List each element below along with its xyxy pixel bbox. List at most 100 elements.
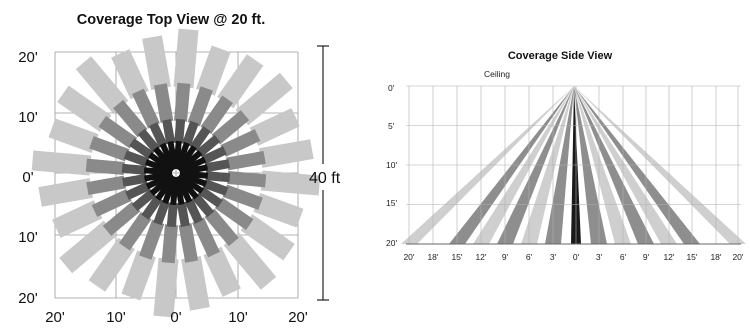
- side-x-label: 9': [502, 252, 509, 262]
- ray-segment: [132, 88, 160, 129]
- ray-segment: [153, 257, 179, 318]
- coverage-ray: [48, 118, 174, 175]
- top-x-label: 0': [170, 309, 181, 326]
- ray-segment: [162, 119, 176, 145]
- side-y-label: 20': [386, 238, 397, 248]
- ray-segment: [202, 179, 229, 196]
- coverage-ray: [175, 54, 264, 172]
- ray-segment: [182, 120, 199, 147]
- coverage-ray: [173, 176, 210, 311]
- ray-segment: [204, 159, 230, 173]
- ray-segment: [173, 28, 199, 89]
- side-x-label: 18': [710, 252, 721, 262]
- ray-segment: [174, 82, 191, 122]
- top-y-label: 0': [22, 169, 33, 186]
- ray-segment: [119, 211, 152, 251]
- ray-segment: [214, 197, 254, 230]
- ray-segment: [31, 150, 92, 176]
- ray-segment: [201, 146, 227, 165]
- coverage-ray: [173, 28, 199, 170]
- coverage-ray: [88, 174, 177, 292]
- top-view-rays: [31, 28, 321, 318]
- ray-segment: [253, 193, 304, 228]
- ray-segment: [59, 220, 117, 274]
- side-view-y-labels: 0' 5' 10' 15' 20': [386, 83, 397, 248]
- ray-segment: [141, 194, 163, 220]
- ray-segment: [144, 159, 174, 175]
- ray-segment: [153, 199, 170, 226]
- ray-segment: [102, 201, 141, 236]
- side-x-label: 12': [475, 252, 486, 262]
- side-x-label: 15': [451, 252, 462, 262]
- top-x-label: 10': [106, 309, 126, 326]
- top-view-y-labels: 20' 10' 0' 10' 20': [18, 49, 38, 307]
- side-x-label: 12': [663, 252, 674, 262]
- ray-segment: [217, 54, 264, 109]
- ray-segment: [174, 118, 186, 144]
- ray-segment: [192, 217, 220, 258]
- ray-segment: [204, 208, 239, 247]
- coverage-ray: [174, 45, 231, 171]
- ray-segment: [88, 237, 135, 292]
- ceiling-label: Ceiling: [484, 69, 510, 79]
- ray-segment: [122, 173, 148, 187]
- coverage-ray: [142, 35, 179, 170]
- side-x-label: 15': [686, 252, 697, 262]
- top-x-label: 20': [288, 309, 308, 326]
- coverage-ray: [153, 176, 179, 318]
- ray-segment: [258, 139, 314, 168]
- side-view-title: Coverage Side View: [508, 50, 613, 62]
- ray-segment: [176, 201, 190, 227]
- ray-segment: [137, 128, 161, 153]
- ray-segment: [178, 171, 208, 187]
- side-y-label: 15': [386, 198, 397, 208]
- ray-segment: [226, 150, 266, 171]
- side-x-label: 20': [732, 252, 743, 262]
- ray-segment: [181, 255, 210, 311]
- top-y-label: 10': [18, 109, 38, 126]
- ray-segment: [184, 198, 203, 224]
- ray-segment: [52, 200, 103, 238]
- side-y-label: 0': [388, 83, 395, 93]
- ray-segment: [162, 175, 178, 205]
- ray-segment: [196, 134, 221, 158]
- ray-segment: [111, 49, 149, 100]
- ray-segment: [220, 129, 261, 157]
- ray-segment: [57, 85, 112, 132]
- side-view-grid: [406, 85, 741, 245]
- side-y-label: 5': [388, 121, 395, 131]
- ray-segment: [161, 224, 178, 264]
- ray-segment: [174, 141, 190, 171]
- ray-segment: [191, 193, 215, 218]
- ray-segment: [125, 181, 151, 200]
- coverage-side-view: Coverage Side View Ceiling 0' 5' 10' 15'…: [386, 50, 746, 262]
- dimension-line: [317, 45, 329, 301]
- ray-segment: [129, 138, 155, 160]
- ray-segment: [149, 122, 168, 148]
- top-y-label: 20': [18, 290, 38, 307]
- ray-segment: [249, 108, 300, 146]
- ray-segment: [179, 164, 209, 176]
- side-x-label: 6': [620, 252, 627, 262]
- ray-segment: [85, 158, 125, 175]
- coverage-ray: [176, 174, 277, 290]
- top-y-label: 20': [18, 49, 38, 66]
- side-x-label: 20': [403, 252, 414, 262]
- ray-segment: [123, 150, 150, 167]
- ray-segment: [200, 95, 233, 135]
- side-x-label: 3': [596, 252, 603, 262]
- ray-segment: [121, 250, 156, 301]
- side-y-label: 10': [386, 160, 397, 170]
- ray-segment: [91, 189, 132, 217]
- ray-segment: [235, 72, 293, 126]
- coverage-ray: [31, 150, 173, 176]
- side-x-label: 6': [526, 252, 533, 262]
- ray-segment: [223, 232, 277, 290]
- ray-segment: [222, 184, 263, 210]
- coverage-ray: [178, 171, 304, 228]
- ray-segment: [75, 56, 129, 114]
- ray-segment: [240, 214, 295, 261]
- ray-segment: [86, 175, 126, 196]
- side-x-label: 18': [427, 252, 438, 262]
